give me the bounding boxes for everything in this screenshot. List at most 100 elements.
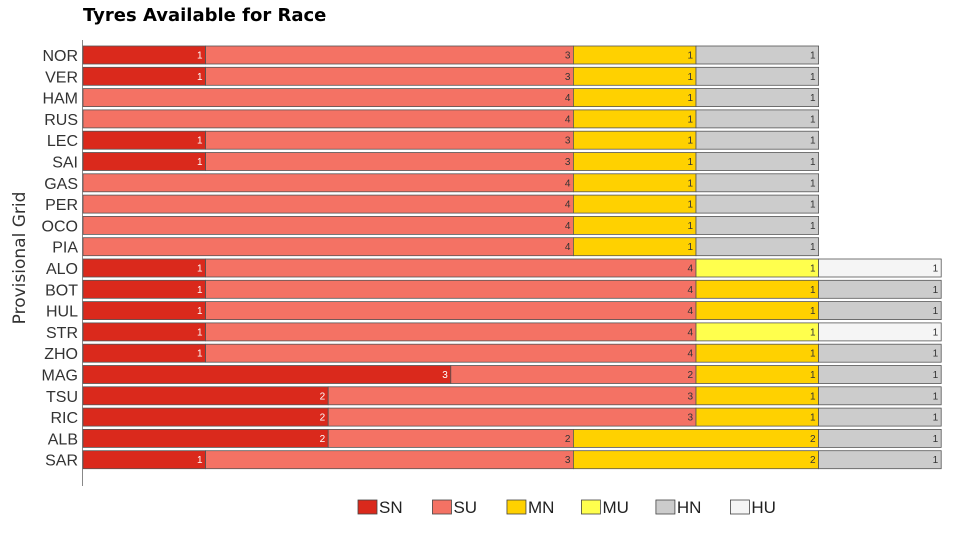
bar-tsu-su [327, 386, 697, 406]
legend-label-mu: MU [602, 498, 628, 517]
bar-alo-mu [695, 258, 819, 278]
y-tick-hul: HUL [46, 304, 78, 321]
legend: SN SU MN MU HN HU [357, 498, 776, 517]
bar-alb-hn [818, 428, 942, 448]
data-label-nor-hn: 1 [810, 51, 816, 62]
bar-alb-mn [573, 428, 820, 448]
data-label-zho-su: 4 [687, 349, 693, 360]
bar-lec-mn [573, 130, 697, 150]
bar-nor-su [205, 45, 574, 65]
data-label-alo-sn: 1 [197, 264, 203, 275]
bar-lec-sn [82, 130, 206, 150]
bar-hul-mn [695, 301, 819, 321]
y-tick-alb: ALB [48, 431, 78, 448]
bar-str-mu [695, 322, 819, 342]
data-label-mag-mn: 1 [810, 370, 816, 381]
bar-ric-su [327, 407, 697, 427]
bar-oco-mn [573, 215, 697, 235]
data-label-pia-su: 4 [565, 242, 571, 253]
data-label-nor-su: 3 [565, 51, 571, 62]
data-label-mag-sn: 3 [442, 370, 448, 381]
y-tick-lec: LEC [47, 133, 78, 150]
data-label-alb-sn: 2 [320, 434, 326, 445]
bar-ham-mn [573, 88, 697, 107]
data-label-str-mu: 1 [810, 327, 816, 338]
y-tick-labels: NOR VER HAM RUS LEC SAI GAS PER OCO PIA ALO BOT HUL S… [42, 48, 79, 470]
bar-oco-su [82, 215, 574, 235]
data-label-pia-mn: 1 [687, 242, 693, 253]
bar-sai-mn [573, 152, 697, 171]
bar-sai-su [205, 152, 574, 171]
data-label-ham-mn: 1 [687, 93, 693, 104]
y-axis-label: Provisional Grid [10, 192, 30, 325]
data-label-alb-su: 2 [565, 434, 571, 445]
data-label-ham-hn: 1 [810, 93, 816, 104]
y-tick-tsu: TSU [46, 389, 78, 406]
data-label-per-su: 4 [565, 200, 571, 211]
bar-rus-hn [695, 109, 819, 129]
y-tick-alo: ALO [46, 261, 78, 278]
bar-bot-su [205, 279, 697, 299]
data-label-nor-sn: 1 [197, 51, 203, 62]
data-label-rus-su: 4 [565, 114, 571, 125]
data-label-hul-hn: 1 [933, 306, 939, 317]
bar-ham-hn [695, 88, 819, 107]
bar-rus-su [82, 109, 574, 129]
bar-alb-sn [82, 428, 329, 448]
bar-mag-sn [82, 365, 452, 384]
y-tick-sai: SAI [52, 155, 78, 172]
bar-ver-sn [82, 66, 206, 86]
data-label-nor-mn: 1 [687, 51, 693, 62]
bar-bot-sn [82, 279, 206, 299]
data-label-lec-sn: 1 [197, 136, 203, 147]
bar-tsu-mn [695, 386, 819, 406]
legend-swatch-su [432, 499, 452, 515]
data-label-ver-mn: 1 [687, 72, 693, 83]
bar-gas-hn [695, 173, 819, 193]
bar-gas-mn [573, 173, 697, 193]
legend-swatch-hu [730, 499, 750, 515]
bar-oco-hn [695, 215, 819, 235]
bar-str-su [205, 322, 697, 342]
y-tick-per: PER [45, 197, 78, 214]
bar-bot-hn [818, 279, 942, 299]
legend-label-mn: MN [528, 498, 554, 517]
bars-group: 1 3 1 1 1 3 1 1 4 1 1 4 1 1 1 3 1 1 1 3 1 1 4 1 1 4 1 1 4 1 1 4 1 1 1 4 1 1 1 4… [82, 45, 942, 470]
data-label-mag-su: 2 [687, 370, 693, 381]
bar-pia-mn [573, 237, 697, 257]
bar-alb-su [327, 428, 574, 448]
data-label-alo-mu: 1 [810, 264, 816, 275]
data-label-alb-hn: 1 [933, 434, 939, 445]
data-label-oco-hn: 1 [810, 221, 816, 232]
data-label-lec-hn: 1 [810, 136, 816, 147]
y-tick-bot: BOT [45, 282, 78, 299]
bar-ver-hn [695, 66, 819, 86]
data-label-ric-mn: 1 [810, 413, 816, 424]
bar-alo-hu [818, 258, 942, 278]
bar-per-mn [573, 194, 697, 214]
bar-mag-mn [695, 365, 819, 384]
bar-hul-sn [82, 301, 206, 321]
data-label-alb-mn: 2 [810, 434, 816, 445]
data-label-zho-hn: 1 [933, 349, 939, 360]
bar-sai-sn [82, 152, 206, 171]
legend-label-su: SU [453, 498, 477, 517]
bar-bot-mn [695, 279, 819, 299]
bar-per-su [82, 194, 574, 214]
bar-pia-su [82, 237, 574, 257]
data-label-hul-su: 4 [687, 306, 693, 317]
data-label-alo-hu: 1 [933, 264, 939, 275]
data-label-bot-mn: 1 [810, 285, 816, 296]
data-label-hul-mn: 1 [810, 306, 816, 317]
y-tick-oco: OCO [42, 218, 78, 235]
data-label-ham-su: 4 [565, 93, 571, 104]
data-label-lec-mn: 1 [687, 136, 693, 147]
data-label-tsu-sn: 2 [320, 391, 326, 402]
legend-swatch-mn [506, 499, 527, 515]
data-label-sar-hn: 1 [933, 455, 939, 466]
bar-hul-su [205, 301, 697, 321]
data-label-ric-su: 3 [687, 413, 693, 424]
legend-label-sn: SN [379, 498, 403, 517]
data-label-gas-mn: 1 [687, 178, 693, 189]
